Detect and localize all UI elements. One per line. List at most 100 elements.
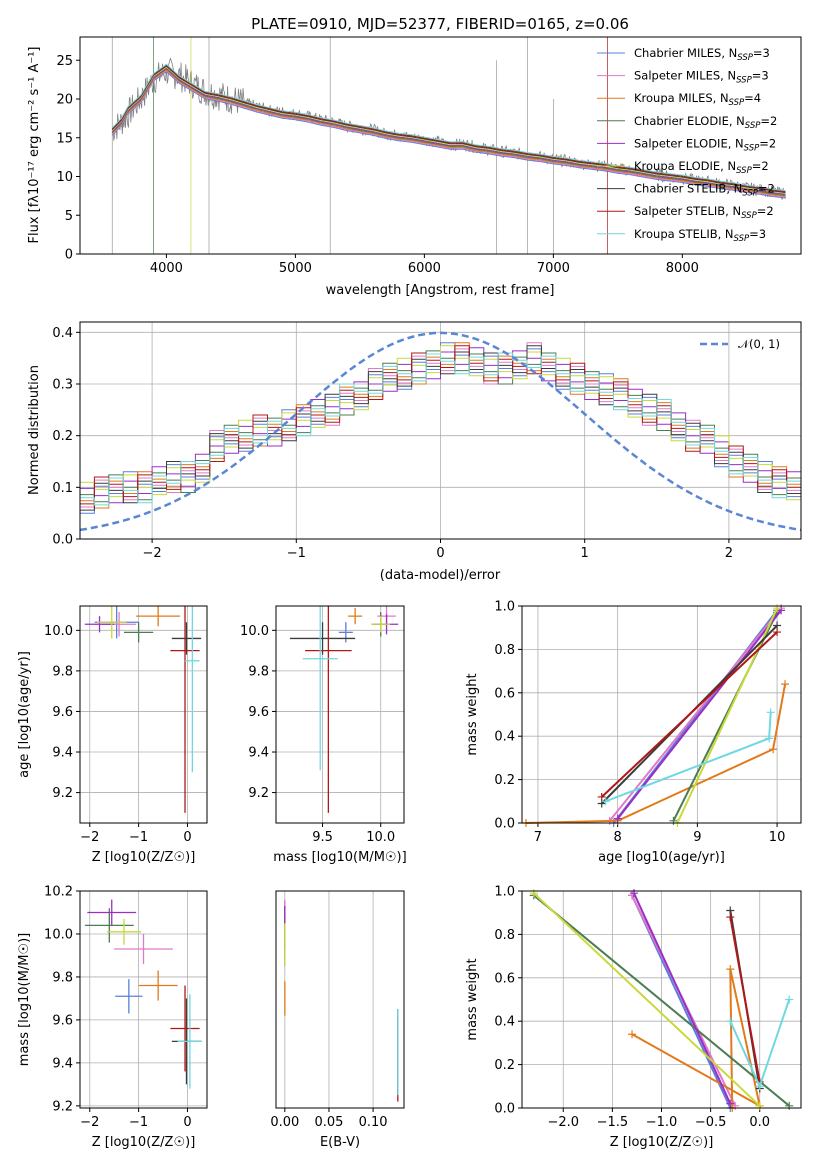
y-tick-label: 0.4 — [494, 730, 515, 745]
x-axis-label: Z [log10(Z/Z☉)] — [92, 850, 196, 865]
weight-marker — [597, 792, 606, 801]
y-tick-label: 9.2 — [248, 786, 269, 801]
legend-entry: Salpeter ELODIE, NSSP=2 — [634, 136, 776, 153]
y-tick-label: 9.8 — [248, 664, 269, 679]
y-tick-label: 25 — [56, 54, 73, 69]
y-tick-label: 0.0 — [52, 533, 73, 548]
weight-line — [601, 631, 778, 798]
y-tick-label: 0.2 — [494, 773, 515, 788]
weight-marker — [629, 889, 638, 898]
y-tick-label: 0 — [65, 248, 73, 263]
y-tick-label: 20 — [56, 93, 73, 108]
error-bars — [84, 899, 203, 1089]
axes-frame — [275, 605, 405, 824]
x-axis-label: mass [log10(M/M☉)] — [273, 850, 406, 865]
x-tick-label: 7000 — [537, 261, 570, 276]
error-bars — [284, 899, 399, 1102]
y-tick-label: 0.6 — [494, 686, 515, 701]
x-tick-label: 2 — [725, 546, 733, 561]
y-tick-label: 0.4 — [494, 1015, 515, 1030]
y-tick-label: 0.8 — [494, 928, 515, 943]
legend-entry: Kroupa ELODIE, NSSP=2 — [634, 159, 769, 176]
residual-histogram — [80, 342, 801, 514]
model-spectrum-line — [111, 63, 786, 192]
weight-line — [525, 683, 787, 824]
x-tick-label: −2 — [80, 830, 99, 845]
weight-marker — [669, 816, 678, 825]
y-tick-label: 9.6 — [52, 705, 73, 720]
axes-frame — [79, 36, 802, 255]
legend-entry: Chabrier ELODIE, NSSP=2 — [634, 114, 777, 131]
weight-marker — [726, 1017, 735, 1026]
x-tick-label: 0 — [436, 546, 444, 561]
y-tick-label: 15 — [56, 131, 73, 146]
y-axis-label: mass weight — [465, 958, 480, 1040]
x-tick-label: −0.5 — [695, 1115, 727, 1130]
y-tick-label: 1.0 — [494, 885, 515, 900]
x-tick-label: 1 — [581, 546, 589, 561]
legend-entry: Kroupa MILES, NSSP=4 — [634, 91, 761, 108]
model-spectrum-line — [111, 64, 786, 192]
residual-histogram — [80, 345, 801, 511]
x-tick-label: −1 — [129, 830, 148, 845]
x-axis-label: wavelength [Angstrom, rest frame] — [326, 283, 555, 298]
error-bars — [84, 606, 202, 813]
y-tick-label: 10 — [56, 170, 73, 185]
weight-marker — [601, 797, 610, 806]
y-tick-label: 0.6 — [494, 971, 515, 986]
model-spectrum-line — [111, 70, 786, 198]
x-tick-label: 10.0 — [366, 830, 395, 845]
mass-weight-vs-metallicity-panel: −2.0 −1.5 −1.0 −0.5 0.0 0.0 0.2 0.4 0.6 0.8 1.0 Z [… — [465, 885, 802, 1150]
x-tick-label: 8000 — [666, 261, 699, 276]
axes-frame — [521, 605, 802, 824]
y-tick-label: 10.0 — [44, 624, 73, 639]
axes-frame — [79, 321, 802, 540]
y-axis-label: mass [log10(M/M☉)] — [17, 933, 32, 1066]
model-spectrum-line — [111, 69, 786, 197]
weight-line — [608, 607, 782, 822]
x-tick-label: 0 — [183, 830, 191, 845]
x-axis-label: Z [log10(Z/Z☉)] — [92, 1135, 196, 1150]
weight-line — [676, 607, 779, 824]
x-tick-label: 0.00 — [270, 1115, 299, 1130]
x-tick-label: 10 — [769, 830, 786, 845]
weight-line — [631, 968, 762, 1109]
spectrum-lines — [111, 37, 786, 254]
weight-marker — [785, 995, 794, 1004]
model-spectrum-line — [111, 68, 786, 196]
weight-marker — [769, 745, 778, 754]
x-tick-label: 8 — [614, 830, 622, 845]
y-tick-label: 0.3 — [52, 378, 73, 393]
x-tick-label: 0 — [183, 1115, 191, 1130]
y-tick-label: 9.4 — [52, 746, 73, 761]
legend-entry: 𝒩(0, 1) — [738, 337, 780, 351]
y-tick-label: 9.6 — [52, 1013, 73, 1028]
y-tick-label: 10.0 — [240, 624, 269, 639]
spectrum-panel: 4000 5000 6000 7000 8000 0 5 10 15 20 25 Chabrier M… — [27, 36, 802, 298]
x-axis-label: Z [log10(Z/Z☉)] — [610, 1135, 714, 1150]
weight-marker — [766, 708, 775, 717]
y-tick-label: 9.4 — [248, 746, 269, 761]
y-tick-label: 0.1 — [52, 481, 73, 496]
x-tick-label: 0.10 — [359, 1115, 388, 1130]
residuals-panel: −2 −1 0 1 2 0.0 0.1 0.2 0.3 0.4 𝒩(0, 1) (data-model… — [27, 321, 802, 583]
y-tick-label: 9.4 — [52, 1056, 73, 1071]
weight-marker — [765, 734, 774, 743]
axes-frame — [79, 605, 208, 824]
spectrum-legend: Chabrier MILES, NSSP=3 Salpeter MILES, NS… — [597, 46, 777, 244]
weight-marker — [628, 1030, 637, 1039]
weight-line — [533, 892, 761, 1107]
error-bars — [289, 606, 399, 813]
x-tick-label: 7 — [534, 830, 542, 845]
legend-entry: Salpeter STELIB, NSSP=2 — [634, 204, 774, 221]
weight-line — [533, 894, 790, 1107]
x-axis-label: (data-model)/error — [380, 568, 501, 583]
x-tick-label: 9 — [693, 830, 701, 845]
model-spectrum-line — [111, 67, 786, 195]
x-tick-label: −1 — [287, 546, 306, 561]
x-tick-label: 4000 — [150, 261, 183, 276]
x-tick-label: 6000 — [408, 261, 441, 276]
y-tick-label: 9.8 — [52, 664, 73, 679]
weight-lines — [521, 604, 790, 827]
